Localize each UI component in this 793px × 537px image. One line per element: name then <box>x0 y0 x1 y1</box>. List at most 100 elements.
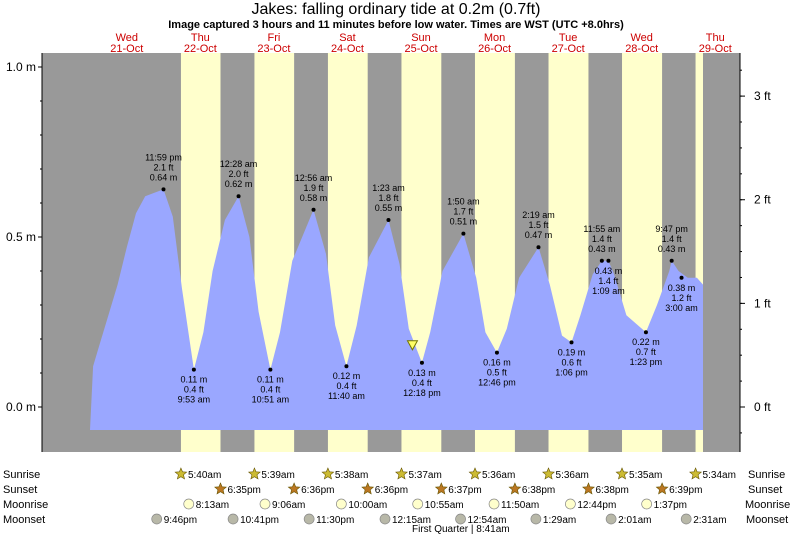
sunset-time: 6:39pm <box>669 485 702 496</box>
sunset-time: 6:38pm <box>522 485 555 496</box>
tide-point-label: 10:51 am <box>252 395 290 405</box>
plot-area: 11:59 pm2.1 ft0.64 m0.11 m0.4 ft9:53 am1… <box>42 53 740 452</box>
tide-point-label: 1.2 ft <box>672 293 693 303</box>
left-tick-label: 0.5 m <box>6 230 36 244</box>
sunrise-time: 5:35am <box>629 470 662 481</box>
day-label-dow: Thu <box>191 32 210 44</box>
tide-point-label: 0.4 ft <box>412 378 433 388</box>
tide-point-label: 0.38 m <box>668 283 696 293</box>
tide-point <box>536 245 541 250</box>
moonset-time: 1:29am <box>543 515 576 526</box>
tide-point <box>191 367 196 372</box>
day-label-dow: Mon <box>484 32 505 44</box>
tide-point-label: 1:06 pm <box>555 367 588 377</box>
sun-event-icon <box>615 467 629 480</box>
sunrise-time: 5:34am <box>703 470 736 481</box>
sun-event-icon <box>468 467 482 480</box>
sunset-time: 6:36pm <box>375 485 408 496</box>
moonset-label-right: Moonset <box>746 514 788 526</box>
left-tick-label: 1.0 m <box>6 60 36 74</box>
moonset-time: 11:30pm <box>316 515 354 526</box>
sunrise-time: 5:36am <box>556 470 589 481</box>
day-label-date: 23-Oct <box>257 43 290 55</box>
chart-subtitle: Image captured 3 hours and 11 minutes be… <box>168 19 624 31</box>
tide-point-label: 0.11 m <box>180 375 207 385</box>
moonrise-time: 10:55am <box>425 500 464 511</box>
day-label-date: 25-Oct <box>405 43 438 55</box>
sun-event-icon <box>174 467 188 480</box>
tide-point-label: 1.8 ft <box>378 193 399 203</box>
right-tick-label: 0 ft <box>754 400 771 414</box>
moonrise-time: 12:44pm <box>577 500 616 511</box>
tide-point-label: 3:00 am <box>665 303 698 313</box>
day-label-dow: Thu <box>706 32 725 44</box>
sun-event-icon <box>361 482 375 495</box>
tide-point-label: 0.5 ft <box>487 368 508 378</box>
right-tick-label: 3 ft <box>754 89 771 103</box>
tide-point-label: 12:28 am <box>220 159 258 169</box>
tide-point-label: 0.4 ft <box>336 381 357 391</box>
tide-point <box>569 340 574 345</box>
tide-point <box>679 275 684 280</box>
day-label-dow: Fri <box>267 32 280 44</box>
moonrise-time: 9:06am <box>272 500 305 511</box>
sunset-time: 6:36pm <box>301 485 334 496</box>
moonset-time: 2:01am <box>618 515 651 526</box>
tide-point-label: 0.43 m <box>658 244 686 254</box>
tide-point <box>236 194 241 199</box>
tide-point-label: 1:23 am <box>372 183 405 193</box>
sun-event-icon <box>434 482 448 495</box>
day-label-dow: Wed <box>630 32 652 44</box>
day-label-date: 22-Oct <box>184 43 217 55</box>
sunrise-label-left: Sunrise <box>3 469 40 481</box>
tide-point-label: 11:59 pm <box>145 152 182 162</box>
tide-point-label: 9:47 pm <box>655 224 688 234</box>
tide-point-label: 0.43 m <box>595 266 623 276</box>
moon-event-icon <box>565 498 576 510</box>
day-label-date: 28-Oct <box>625 43 658 55</box>
tide-point-label: 12:56 am <box>295 173 333 183</box>
moonrise-time: 11:50am <box>501 500 539 511</box>
sunrise-time: 5:39am <box>261 470 294 481</box>
sunrise-time: 5:40am <box>188 470 221 481</box>
sun-moon-table: Sunrise Sunset Moonrise Moonset Sunrise … <box>3 467 790 535</box>
sun-event-icon <box>542 467 555 480</box>
sunset-time: 6:38pm <box>595 485 628 496</box>
sunrise-time: 5:38am <box>335 470 368 481</box>
moonset-time: 10:41pm <box>240 515 279 526</box>
tide-point-label: 0.13 m <box>408 368 436 378</box>
right-tick-label: 1 ft <box>754 296 771 310</box>
tide-point-label: 0.12 m <box>333 371 361 381</box>
tide-point <box>643 330 648 335</box>
moonrise-time: 1:37pm <box>654 500 687 511</box>
moon-event-icon <box>303 513 315 525</box>
tide-point-label: 1.7 ft <box>453 207 474 217</box>
tide-point-label: 9:53 am <box>178 395 211 405</box>
tide-point <box>669 258 674 263</box>
moonrise-label-right: Moonrise <box>745 499 790 511</box>
tide-point-label: 12:46 pm <box>478 378 516 388</box>
right-axis-feet: 3 ft 2 ft 1 ft 0 ft <box>739 53 771 452</box>
moon-event-icon <box>151 513 163 525</box>
day-label-date: 24-Oct <box>331 43 364 55</box>
sun-event-icon <box>321 467 335 480</box>
tide-area <box>90 189 703 430</box>
day-label-date: 27-Oct <box>552 43 585 55</box>
moon-event-icon <box>412 498 424 510</box>
moonset-label-left: Moonset <box>3 514 45 526</box>
tide-point-label: 1:23 pm <box>630 357 663 367</box>
tide-point-label: 0.11 m <box>257 375 284 385</box>
moon-event-icon <box>335 498 347 510</box>
tide-point <box>268 367 273 372</box>
tide-point-label: 1:09 am <box>592 286 625 296</box>
moon-event-icon <box>227 513 239 525</box>
moonset-time: 9:46pm <box>164 515 197 526</box>
moon-event-icon <box>488 498 500 510</box>
tide-point-label: 2:19 am <box>522 210 555 220</box>
tide-point <box>461 231 466 236</box>
tide-point-label: 0.7 ft <box>636 347 657 357</box>
day-label-date: 21-Oct <box>110 43 143 55</box>
sun-event-icon <box>689 467 703 480</box>
tide-point <box>311 207 316 212</box>
tide-point <box>344 364 349 369</box>
